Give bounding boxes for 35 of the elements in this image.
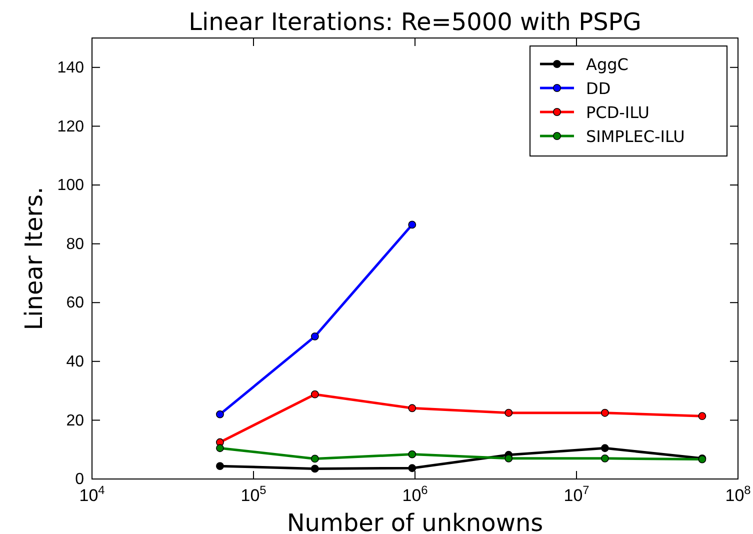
chart-title: Linear Iterations: Re=5000 with PSPG bbox=[188, 8, 642, 36]
point bbox=[408, 220, 416, 229]
x-tick-label: 10$^{6}$ bbox=[402, 483, 428, 505]
x-axis-title: Number of unknowns bbox=[286, 509, 544, 534]
y-tick-label: 20 bbox=[66, 412, 84, 430]
point bbox=[310, 454, 319, 463]
point bbox=[216, 462, 224, 470]
y-tick-label: 80 bbox=[66, 236, 84, 253]
point bbox=[408, 450, 416, 458]
point bbox=[698, 412, 706, 420]
point bbox=[216, 410, 224, 418]
point bbox=[216, 444, 224, 452]
point bbox=[504, 408, 513, 417]
y-axis-title: Linear Iters. bbox=[20, 186, 48, 330]
point bbox=[504, 454, 513, 462]
y-tick-label: 40 bbox=[66, 354, 84, 371]
x-tick-label: 10$^{5}$ bbox=[240, 483, 267, 505]
point bbox=[600, 408, 609, 417]
legend-label: DD bbox=[586, 79, 611, 98]
y-tick-label: 140 bbox=[57, 60, 84, 77]
point bbox=[408, 404, 416, 412]
legend-label: PCD-ILU bbox=[586, 103, 650, 122]
point bbox=[310, 332, 319, 340]
y-tick-label: 100 bbox=[57, 177, 84, 194]
x-tick-label: 10$^{7}$ bbox=[564, 483, 590, 505]
legend-label: AggC bbox=[586, 55, 628, 74]
x-tick-label: 10$^{8}$ bbox=[725, 483, 752, 505]
legend-label: SIMPLEC-ILU bbox=[586, 127, 685, 146]
point bbox=[408, 464, 416, 472]
point bbox=[310, 464, 319, 473]
point bbox=[600, 444, 609, 452]
y-tick-label: 120 bbox=[57, 118, 84, 136]
y-tick-label: 60 bbox=[66, 294, 84, 312]
point bbox=[310, 390, 319, 398]
point bbox=[600, 454, 609, 462]
